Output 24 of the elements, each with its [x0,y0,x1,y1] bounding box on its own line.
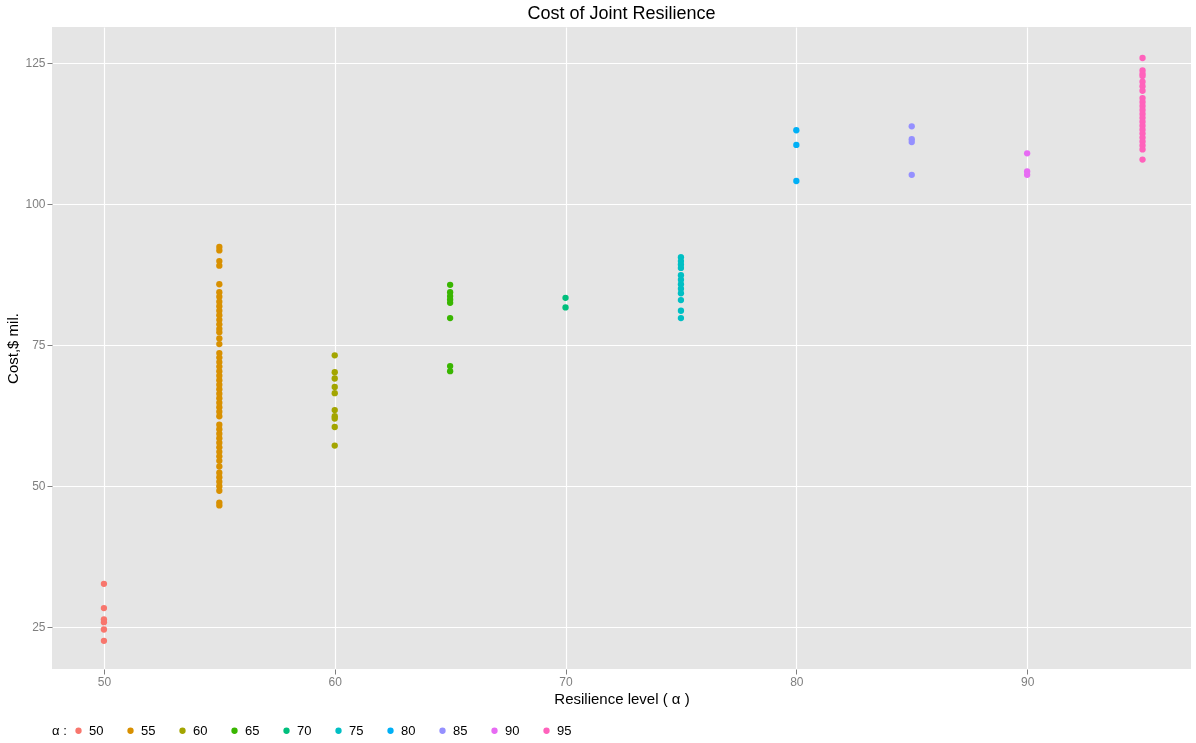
y-tick-label: 50 [32,479,46,494]
legend-label: 50 [89,722,104,738]
x-tick-label: 60 [328,674,343,689]
legend-label: 60 [193,722,208,738]
x-tick-label: 50 [97,674,112,689]
x-tick-label: 90 [1020,674,1035,689]
legend-label: 85 [453,722,468,738]
legend-title: α : [52,723,67,738]
x-tick-label: 80 [790,674,804,689]
legend-label: 95 [557,722,572,738]
x-tick-label: 70 [559,674,574,689]
x-axis-title: Resilience level ( α ) [554,689,690,707]
legend-label: 55 [141,722,156,738]
y-axis-title: Cost,$ mil. [4,313,22,384]
legend-label: 75 [349,722,364,738]
y-tick-label: 100 [25,197,46,212]
legend-label: 70 [297,722,312,738]
legend-label: 65 [245,722,260,738]
y-tick-label: 125 [25,56,46,71]
y-tick-label: 75 [32,338,46,353]
legend-label: 80 [401,722,416,738]
y-tick-label: 25 [32,620,46,635]
chart-title: Cost of Joint Resilience [527,3,716,23]
legend-label: 90 [505,722,520,738]
